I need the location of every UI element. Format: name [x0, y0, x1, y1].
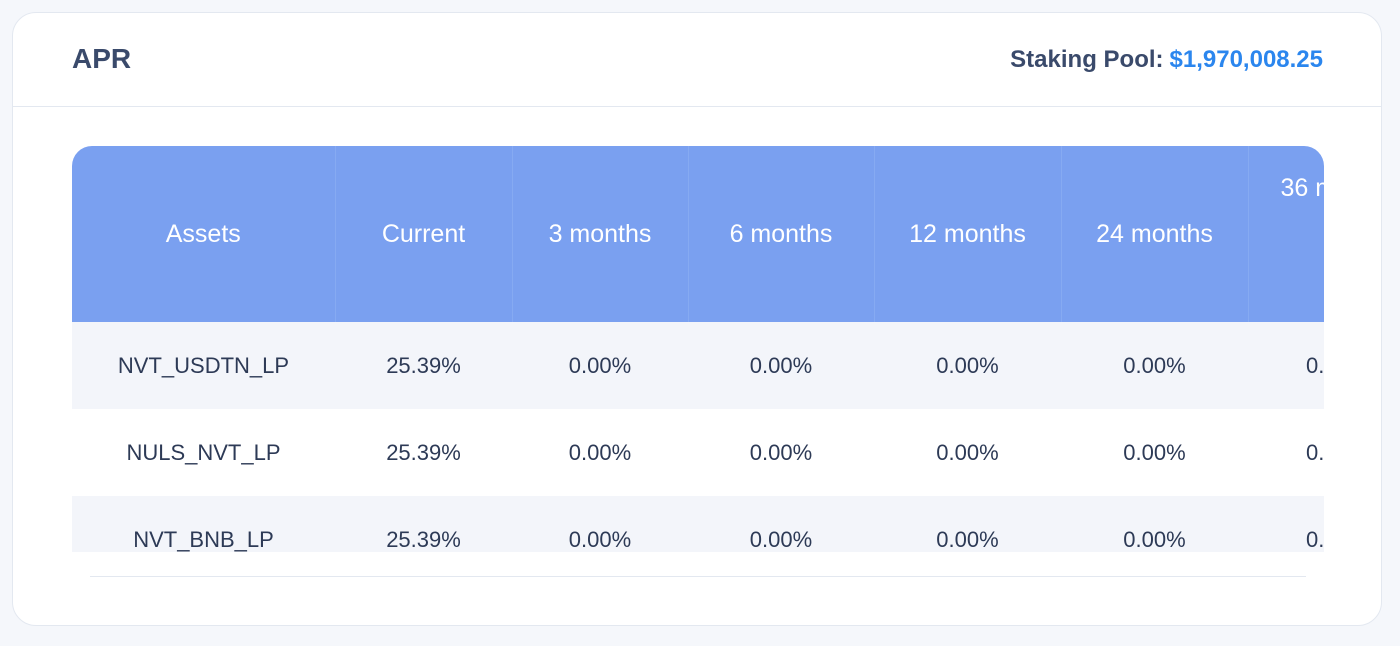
table-wrapper: Assets Current 3 months 6 months 12 months 24… [72, 146, 1324, 552]
apr-cell: 0.00% [1061, 409, 1248, 496]
apr-cell: 0.00% [874, 322, 1061, 409]
column-header: 36 months [1248, 146, 1324, 322]
column-header: 6 months [688, 146, 875, 322]
table-row: NULS_NVT_LP25.39%0.00%0.00%0.00%0.00%0.0… [72, 409, 1324, 496]
apr-cell: 0.00% [1248, 322, 1324, 409]
staking-pool: Staking Pool: $1,970,008.25 [1010, 46, 1323, 74]
column-header: Assets [72, 146, 336, 322]
header-row: Assets Current 3 months 6 months 12 months 24… [72, 146, 1324, 322]
apr-cell: 0.00% [512, 496, 688, 552]
column-header: 12 months [874, 146, 1062, 322]
column-header: 24 months [1061, 146, 1249, 322]
apr-cell: 25.39% [335, 322, 512, 409]
card-title: APR [72, 43, 132, 74]
pool-value: $1,970,008.25 [1169, 46, 1323, 73]
apr-cell: 25.39% [335, 496, 512, 552]
apr-cell: 0.00% [512, 409, 688, 496]
apr-cell: 0.00% [874, 409, 1061, 496]
pool-label: Staking Pool: [1010, 46, 1164, 73]
asset-cell: NULS_NVT_LP [72, 409, 335, 496]
apr-cell: 0.00% [688, 409, 874, 496]
asset-cell: NVT_BNB_LP [72, 496, 335, 552]
apr-table: Assets Current 3 months 6 months 12 months 24… [72, 146, 1324, 552]
apr-cell: 0.00% [512, 322, 688, 409]
divider [90, 576, 1306, 577]
column-header: 3 months [512, 146, 689, 322]
column-header: Current [335, 146, 513, 322]
apr-cell: 0.00% [1248, 496, 1324, 552]
apr-cell: 25.39% [335, 409, 512, 496]
table-row: NVT_BNB_LP25.39%0.00%0.00%0.00%0.00%0.00… [72, 496, 1324, 552]
apr-card: APR Staking Pool: $1,970,008.25 Assets Cur… [12, 12, 1382, 626]
apr-cell: 0.00% [1061, 496, 1248, 552]
apr-cell: 0.00% [688, 322, 874, 409]
table-row: NVT_USDTN_LP 25.39% 0.00% 0.00% 0.00% 0.00% 0.… [72, 322, 1324, 409]
apr-cell: 0.00% [1061, 322, 1248, 409]
card-header: APR Staking Pool: $1,970,008.25 [13, 13, 1381, 107]
apr-cell: 0.00% [1248, 409, 1324, 496]
apr-cell: 0.00% [688, 496, 874, 552]
apr-cell: 0.00% [874, 496, 1061, 552]
asset-cell: NVT_USDTN_LP [72, 322, 335, 409]
